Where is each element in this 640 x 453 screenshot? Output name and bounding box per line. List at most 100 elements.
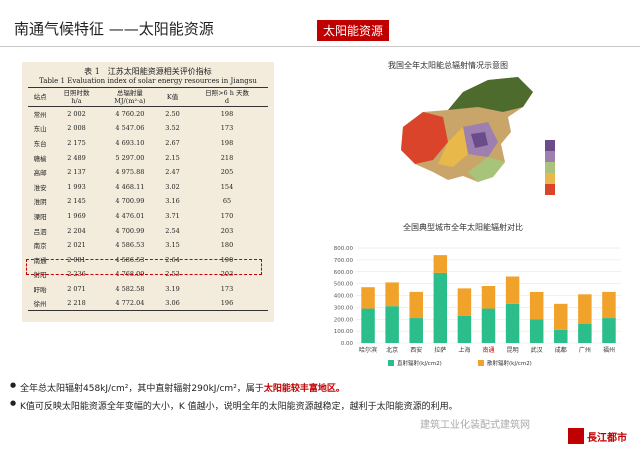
bar-diffuse xyxy=(481,286,496,309)
bullet-k-value: K值可反映太阳能资源全年变幅的大小，K 值越小，说明全年的太阳能资源越稳定，越利… xyxy=(10,399,458,412)
table-cell: 东台 xyxy=(33,139,47,148)
map-legend xyxy=(545,140,555,195)
table-cell: 4 547.06 xyxy=(115,124,145,133)
x-tick-label: 北京 xyxy=(386,346,398,354)
table-cell: 4 975.88 xyxy=(115,168,145,177)
table-cell: 3.02 xyxy=(165,182,180,191)
table-cell: 154 xyxy=(220,182,234,191)
table-cell: 2 021 xyxy=(67,241,86,250)
bar-direct xyxy=(481,308,496,343)
table-cell: 2.54 xyxy=(165,226,180,235)
section-badge: 太阳能资源 xyxy=(317,20,390,41)
table-cell: 3.19 xyxy=(165,284,180,293)
y-tick-label: 300.00 xyxy=(334,305,354,311)
table-cell: 4 468.11 xyxy=(115,182,145,191)
table-cell: 2 489 xyxy=(67,153,86,162)
table-cell: 4 700.99 xyxy=(115,226,145,235)
table-cell: 5 297.00 xyxy=(115,153,145,162)
bar-direct xyxy=(433,272,448,343)
table-header-cell: 日照时数 h/a xyxy=(63,89,90,105)
table-cell: 淮安 xyxy=(33,183,47,192)
table-row: 东山 2 008 4 547.06 3.52 173 xyxy=(28,121,268,136)
solar-index-table: 表 1 江苏太阳能资源相关评价指标 Table 1 Evaluation ind… xyxy=(22,62,274,322)
table-body: 常州 2 002 4 760.20 2.50 198 东山 2 008 4 547.06 3.5… xyxy=(28,107,268,311)
table-header-cell: K值 xyxy=(166,93,179,101)
y-tick-label: 800.00 xyxy=(334,246,354,252)
table-header-cell: 日照>6 h 天数 d xyxy=(205,89,249,105)
table-row: 南京 2 021 4 586.53 3.15 180 xyxy=(28,238,268,253)
table-cell: 65 xyxy=(222,197,232,206)
table-cell: 218 xyxy=(220,153,234,162)
table-cell: 2.47 xyxy=(165,168,180,177)
china-radiation-map xyxy=(401,77,533,182)
table-row: 淮阴 2 145 4 700.99 3.16 65 xyxy=(28,194,268,209)
x-tick-label: 哈尔滨 xyxy=(359,346,377,354)
bar-diffuse xyxy=(385,282,399,307)
title-divider xyxy=(0,46,640,47)
table-row: 赣榆 2 489 5 297.00 2.15 218 xyxy=(28,150,268,165)
bar-direct xyxy=(385,306,399,343)
city-radiation-chart: 0.00 100.00 200.00 300.00 400.00 500.00 600.00… xyxy=(334,246,621,367)
table-cell: 高邮 xyxy=(33,169,47,178)
bar-diffuse xyxy=(554,303,568,330)
chart-title: 全国典型城市全年太阳能辐射对比 xyxy=(403,223,523,232)
x-tick-label: 成都 xyxy=(555,346,567,354)
table-cell: 173 xyxy=(220,124,234,133)
table-cell: 2.15 xyxy=(165,153,180,162)
legend-label: 散射辐射(kJ/cm2) xyxy=(487,359,532,367)
y-tick-label: 600.00 xyxy=(334,270,354,276)
table-header-row: 站点 日照时数 h/a 总辐射量 MJ/(m²·a) K值 日照>6 h 天数 d xyxy=(28,87,268,107)
table-cell: 2 071 xyxy=(67,284,86,293)
table-cell: 2 218 xyxy=(67,299,86,308)
table-cell: 盱眙 xyxy=(33,285,47,294)
x-tick-label: 武汉 xyxy=(531,346,543,354)
x-tick-label: 西安 xyxy=(410,346,422,354)
table-cell: 2 137 xyxy=(67,168,86,177)
logo-text: 長江都市 xyxy=(587,432,627,444)
table-cell: 196 xyxy=(220,299,234,308)
table-row: 淮安 1 993 4 468.11 3.02 154 xyxy=(28,179,268,194)
y-tick-label: 100.00 xyxy=(334,329,354,335)
bar-direct xyxy=(578,324,592,343)
table-row: 高邮 2 137 4 975.88 2.47 205 xyxy=(28,165,268,180)
y-tick-label: 200.00 xyxy=(334,317,354,323)
table-cell: 170 xyxy=(220,211,234,220)
bar-direct xyxy=(529,319,544,343)
table-cell: 2 002 xyxy=(67,110,86,119)
table-cell: 205 xyxy=(220,168,234,177)
bar-direct xyxy=(361,308,375,343)
x-tick-label: 上海 xyxy=(458,346,470,354)
bullet-radiation: 全年总太阳辐射458kJ/cm²，其中直射辐射290kJ/cm²，属于太阳能较丰… xyxy=(10,381,345,394)
bar-diffuse xyxy=(361,287,375,309)
table-cell: 4 582.58 xyxy=(115,284,145,293)
table-cell: 198 xyxy=(220,138,234,147)
table-row: 东台 2 175 4 693.10 2.67 198 xyxy=(28,136,268,151)
table-cell: 4 693.10 xyxy=(115,138,145,147)
legend-label: 直射辐射(kJ/cm2) xyxy=(397,359,442,367)
table-header-cell: 站点 xyxy=(33,93,47,101)
legend-swatch xyxy=(478,360,484,366)
page-title: 南通气候特征 ——太阳能资源 xyxy=(14,20,214,38)
table-row: 溧阳 1 969 4 476.01 3.71 170 xyxy=(28,209,268,224)
table-header-cell: 总辐射量 MJ/(m²·a) xyxy=(114,89,146,105)
bar-direct xyxy=(602,318,616,343)
table-row: 盱眙 2 071 4 582.58 3.19 173 xyxy=(28,282,268,297)
table-cell: 1 993 xyxy=(67,182,86,191)
bar-diffuse xyxy=(529,291,544,320)
x-tick-label: 南通 xyxy=(482,346,494,354)
bar-diffuse xyxy=(457,288,472,316)
bar-direct xyxy=(505,303,520,343)
table-cell: 淮阴 xyxy=(33,198,47,207)
bullet-radiation-text: 全年总太阳辐射458kJ/cm²，其中直射辐射290kJ/cm²，属于 xyxy=(20,384,264,394)
table-cell: 2.50 xyxy=(165,110,180,119)
table-cell: 常州 xyxy=(33,111,47,120)
table-cell: 1 969 xyxy=(67,211,86,220)
bar-direct xyxy=(457,315,472,343)
table-row: 常州 2 002 4 760.20 2.50 198 xyxy=(28,107,268,122)
logo-mark-icon xyxy=(568,428,584,444)
table-cell: 徐州 xyxy=(33,300,47,309)
table-cell: 3.06 xyxy=(165,299,180,308)
table-cell: 赣榆 xyxy=(33,154,47,163)
bar-direct xyxy=(409,318,423,343)
table-cell: 溧阳 xyxy=(33,212,47,221)
